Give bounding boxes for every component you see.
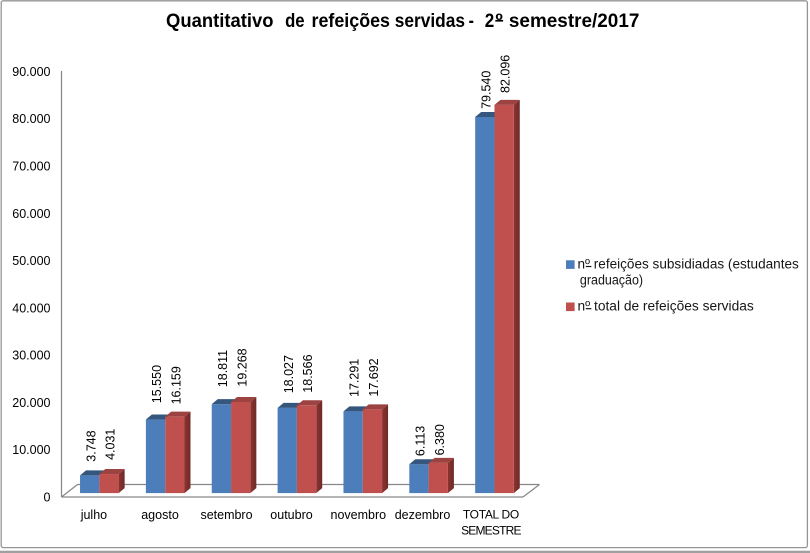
svg-text:20.000: 20.000 [12, 396, 50, 410]
svg-text:40.000: 40.000 [12, 301, 50, 315]
svg-text:novembro: novembro [331, 508, 387, 522]
svg-text:19.268: 19.268 [235, 348, 249, 386]
svg-text:10.000: 10.000 [12, 443, 50, 457]
svg-text:outubro: outubro [270, 508, 312, 522]
svg-text:6.380: 6.380 [433, 424, 447, 455]
svg-text:30.000: 30.000 [12, 349, 50, 363]
svg-text:2: 2 [485, 10, 495, 32]
svg-text:80.000: 80.000 [12, 112, 50, 126]
svg-text:Quantitativo: Quantitativo [166, 10, 274, 32]
svg-text:nº refeições subsidiadas (estu: nº refeições subsidiadas (estudantes [578, 256, 800, 271]
svg-text:graduação): graduação) [580, 273, 643, 288]
svg-text:90.000: 90.000 [12, 65, 50, 79]
svg-text:setembro: setembro [200, 508, 252, 522]
svg-text:82.096: 82.096 [499, 55, 513, 93]
svg-text:julho: julho [80, 508, 107, 522]
svg-text:60.000: 60.000 [12, 207, 50, 221]
svg-text:dezembro: dezembro [395, 508, 451, 522]
svg-text:0: 0 [44, 491, 51, 505]
svg-text:6.113: 6.113 [414, 426, 428, 456]
svg-text:-: - [469, 10, 474, 32]
svg-text:servidas: servidas [395, 10, 465, 32]
svg-text:18.811: 18.811 [216, 350, 230, 387]
svg-text:17.692: 17.692 [367, 358, 381, 396]
svg-text:4.031: 4.031 [104, 429, 118, 460]
svg-text:15.550: 15.550 [150, 365, 164, 403]
svg-text:18.566: 18.566 [301, 354, 315, 392]
svg-text:TOTAL DO: TOTAL DO [463, 508, 519, 522]
svg-text:refeições: refeições [312, 10, 391, 32]
svg-text:16.159: 16.159 [169, 366, 183, 404]
svg-text:semestre/2017: semestre/2017 [509, 10, 640, 32]
svg-text:nº total de refeições servidas: nº total de refeições servidas [578, 299, 755, 314]
svg-text:SEMESTRE: SEMESTRE [461, 524, 521, 538]
svg-text:70.000: 70.000 [12, 160, 50, 174]
svg-text:de: de [285, 10, 305, 32]
svg-text:18.027: 18.027 [282, 355, 296, 393]
svg-text:agosto: agosto [141, 508, 179, 522]
svg-text:79.540: 79.540 [479, 71, 493, 109]
svg-text:50.000: 50.000 [12, 254, 50, 268]
svg-text:17.291: 17.291 [348, 359, 362, 397]
svg-text:3.748: 3.748 [84, 430, 98, 461]
